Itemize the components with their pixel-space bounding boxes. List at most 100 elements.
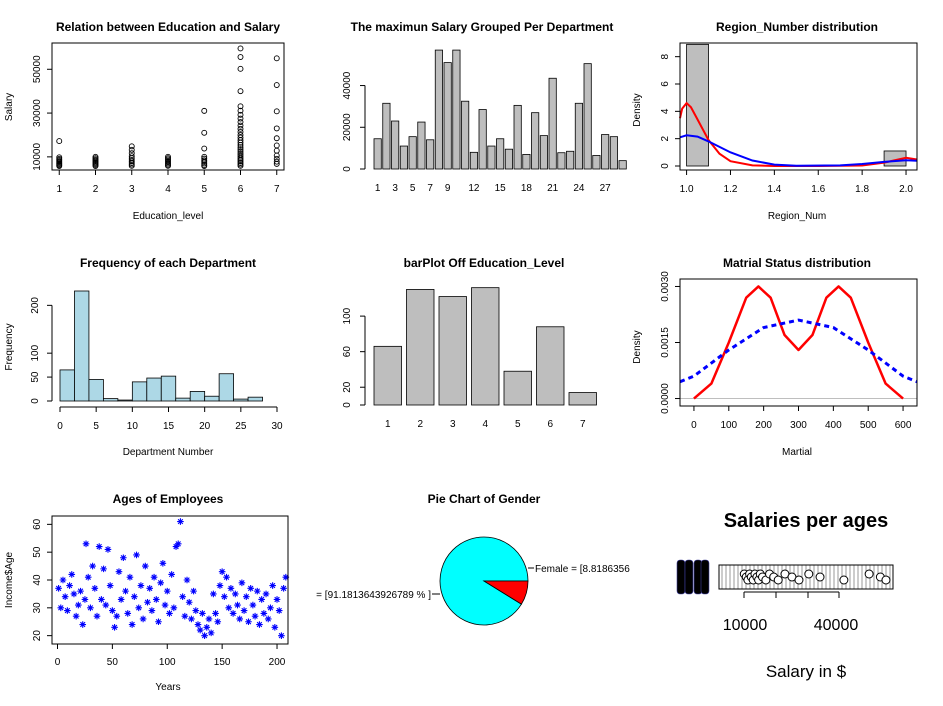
data-point	[111, 624, 118, 631]
data-point	[142, 562, 149, 570]
data-point	[100, 565, 107, 573]
x-tick-label: 150	[214, 657, 231, 668]
data-point	[237, 148, 244, 155]
data-point	[214, 618, 222, 626]
data-point	[56, 163, 63, 170]
plot-frame	[679, 42, 918, 171]
x-tick-label: 500	[860, 420, 877, 431]
bar	[566, 150, 575, 170]
data-point	[56, 138, 63, 145]
data-point	[201, 129, 208, 136]
data-point	[240, 607, 248, 614]
y-tick-label: 20	[32, 630, 43, 642]
data-point	[128, 621, 136, 628]
histogram-bar	[233, 398, 249, 402]
x-tick-label: 3	[450, 419, 456, 430]
data-point	[137, 582, 145, 589]
data-point	[237, 144, 244, 151]
x-tick-label: 4	[482, 419, 488, 430]
x-tick-label: 10	[127, 421, 139, 432]
bar	[471, 287, 500, 406]
pie-label-male: = [91.1813643926789 % ]	[316, 590, 431, 601]
data-point	[109, 607, 116, 614]
y-tick-label: 50	[30, 371, 41, 383]
plot-frame	[51, 515, 289, 645]
data-point	[131, 593, 138, 600]
bar	[609, 136, 618, 170]
data-point	[113, 612, 121, 620]
x-tick-label: 0	[57, 421, 63, 432]
histogram-bar	[117, 399, 133, 402]
data-point	[92, 163, 99, 170]
data-point	[237, 125, 244, 132]
data-point	[185, 598, 193, 606]
bar	[513, 104, 522, 170]
histogram-bar	[160, 375, 177, 402]
data-point	[229, 610, 237, 617]
x-tick-label: 50	[107, 657, 119, 668]
data-point	[237, 65, 244, 72]
data-point	[70, 590, 78, 598]
x-tick-label: 15	[495, 183, 507, 194]
bar	[601, 134, 610, 170]
data-point	[201, 163, 208, 170]
data-point	[133, 551, 140, 559]
x-tick-label: 0	[55, 657, 61, 668]
data-point	[128, 162, 135, 169]
data-point	[242, 593, 250, 600]
x-tick-label: 1.8	[855, 184, 869, 195]
data-point	[278, 632, 285, 639]
data-point	[161, 601, 169, 609]
histogram-bar	[218, 373, 234, 402]
density-curve	[679, 101, 918, 167]
data-point	[253, 587, 261, 595]
data-point	[72, 612, 80, 620]
data-point	[144, 598, 151, 606]
data-point	[55, 585, 62, 592]
bar	[417, 121, 426, 170]
bar	[574, 102, 583, 170]
data-point	[91, 585, 99, 592]
data-point	[216, 582, 224, 589]
y-tick-label: 0	[342, 402, 353, 408]
x-tick-label: 20	[199, 421, 211, 432]
plot-frame	[679, 278, 918, 407]
data-point	[179, 593, 186, 600]
x-tick-label: 18	[521, 183, 533, 194]
data-point	[203, 624, 211, 631]
data-point	[196, 626, 204, 634]
panel-max-salary: The maximun Salary Grouped Per Departmen…	[342, 20, 627, 194]
data-point	[282, 573, 290, 581]
data-point	[237, 162, 244, 169]
data-point	[223, 573, 230, 581]
data-point	[201, 145, 208, 152]
bar	[592, 155, 601, 170]
data-point	[273, 158, 280, 165]
data-point	[237, 128, 244, 135]
y-axis-label: Frequency	[4, 323, 15, 370]
data-point	[75, 601, 82, 609]
data-point	[237, 122, 244, 129]
outlier-cluster	[700, 559, 710, 595]
data-point	[115, 568, 123, 575]
x-axis-label: Education_level	[133, 211, 204, 222]
y-tick-label: 200	[30, 297, 41, 314]
x-tick-label: 0	[691, 420, 697, 431]
bar	[434, 49, 443, 170]
data-point	[237, 88, 244, 95]
x-tick-label: 30	[271, 421, 283, 432]
y-tick-label: 0	[342, 166, 353, 172]
histogram-bar	[103, 398, 119, 402]
outlier-point	[804, 569, 814, 579]
data-point	[190, 587, 197, 595]
data-point	[64, 607, 71, 614]
x-tick-label: 9	[445, 183, 451, 194]
x-tick-label: 4	[165, 184, 171, 195]
x-tick-label: 1	[56, 184, 62, 195]
data-point	[225, 604, 233, 612]
y-tick-label: 0.0030	[660, 271, 671, 302]
x-axis-label: Department Number	[123, 447, 214, 458]
data-point	[260, 610, 268, 617]
y-tick-label: 50000	[32, 55, 43, 83]
